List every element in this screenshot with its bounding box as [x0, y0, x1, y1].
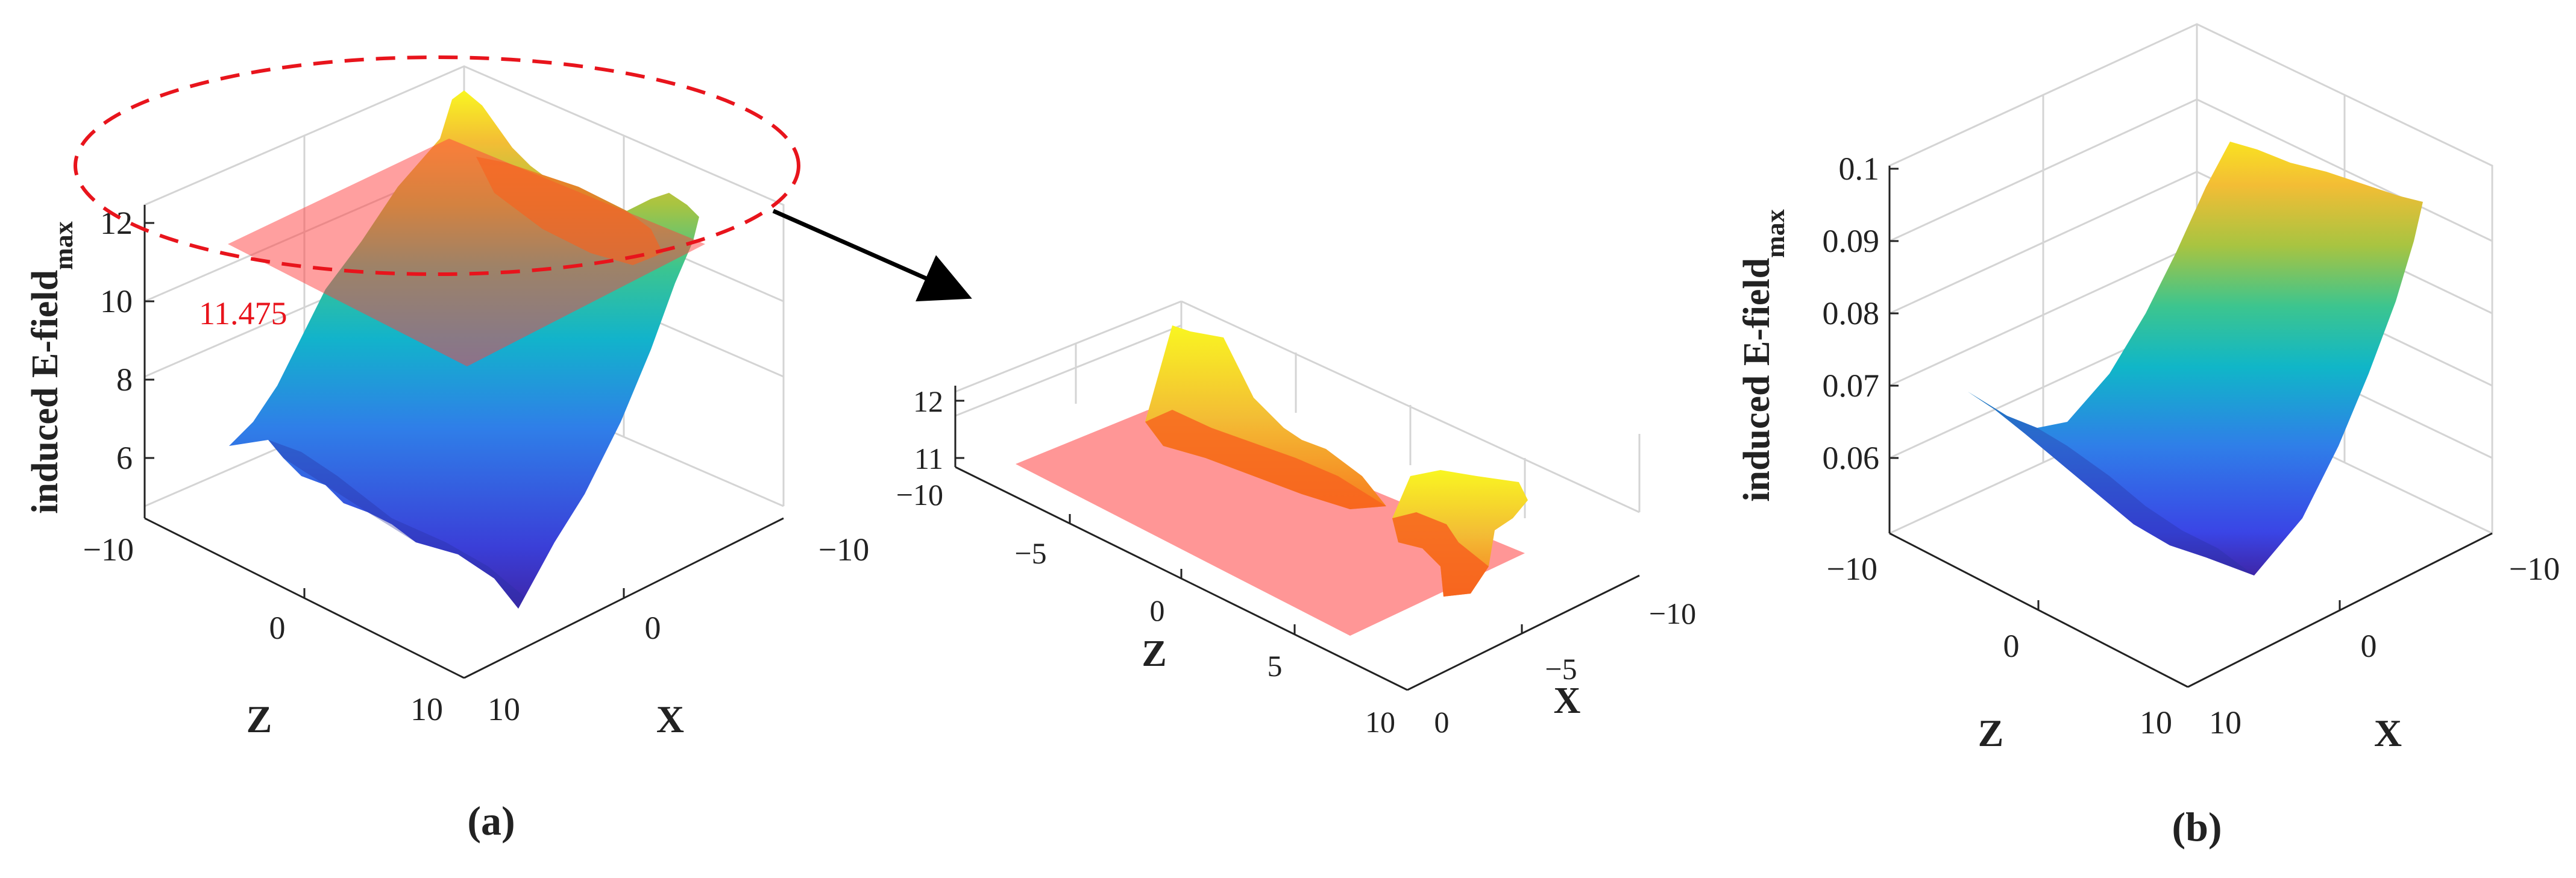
- panel-a-ticks: [145, 222, 625, 598]
- panel-a-vertical-axis-label: induced E-fieldmax: [25, 221, 78, 513]
- panel-a-z-axis-tick-labels: −10 0 10: [83, 532, 443, 727]
- panel-b-x-axis-label: X: [2374, 712, 2402, 754]
- panel-b-z-axis-label: Z: [1978, 712, 2004, 754]
- panel-b-z-axis-tick: 0: [2003, 628, 2020, 664]
- panel-a-vertical-axis-label-sub: max: [49, 221, 78, 270]
- panel-b-vertical-axis-label-sub: max: [1761, 209, 1790, 258]
- panel-a-x-axis-tick: −10: [818, 532, 869, 568]
- caption-a: (a): [467, 798, 515, 844]
- panel-inset-corner-tick: −10: [896, 478, 943, 512]
- panel-inset-zaxis-tick: 0: [1150, 594, 1165, 627]
- panel-a-x-axis-tick-labels: −10 0 10: [488, 532, 869, 727]
- panel-inset-surface-left-orange: [1145, 410, 1386, 509]
- panel-inset-z-tick: 11: [914, 442, 943, 475]
- panel-inset-zaxis-tick: 5: [1268, 649, 1283, 683]
- panel-inset-z-axis-label: Z: [1142, 633, 1166, 674]
- panel-a-axes: [143, 205, 784, 679]
- panel-b-surface-shading: [1968, 392, 2254, 575]
- panel-b-z-tick-labels: 0.06 0.07 0.08 0.09 0.1: [1823, 151, 1880, 476]
- panel-a-z-tick: 10: [100, 283, 133, 319]
- panel-inset-zaxis-tick: 10: [1365, 705, 1395, 739]
- panel-inset-surface-left: [1145, 325, 1386, 509]
- panel-b-z-tick: 0.09: [1823, 223, 1880, 259]
- panel-a-x-axis-tick: 10: [488, 691, 520, 727]
- zoom-arrow: [772, 209, 972, 302]
- panel-inset-xaxis-tick: −10: [1649, 597, 1696, 630]
- panel-a-z-tick: 6: [116, 440, 133, 476]
- panel-b-z-axis-tick: −10: [1827, 551, 1877, 587]
- panel-a-z-axis-tick: −10: [83, 532, 134, 568]
- panel-a: 6 8 10 12 −10 0 10 −10 0 10 Z X induced …: [25, 55, 972, 844]
- panel-inset-xaxis-tick: −5: [1545, 652, 1577, 686]
- panel-b-z-tick: 0.06: [1823, 440, 1880, 476]
- panel-a-surface-above-plane: [476, 157, 663, 265]
- panel-a-x-axis-label: X: [656, 698, 684, 741]
- panel-inset: 11 12 −10 −5 0 5 10 −10 −5 0 Z X: [896, 300, 1696, 739]
- panel-a-vertical-axis-label-main: induced E-field: [25, 270, 66, 514]
- panel-a-z-axis-tick: 0: [269, 610, 286, 646]
- panel-a-x-axis-tick: 0: [645, 610, 661, 646]
- panel-inset-z-tick: 12: [913, 384, 943, 418]
- panel-inset-grid: [955, 300, 1641, 518]
- panel-b-x-axis-tick: 10: [2209, 704, 2241, 741]
- panel-inset-xaxis-tick: 0: [1434, 705, 1450, 739]
- panel-b-axis-tick-labels: −10 0 10 −10 0 10: [1827, 551, 2560, 741]
- panel-b-z-tick: 0.08: [1823, 295, 1880, 331]
- panel-a-highlight-ellipse: [74, 55, 800, 276]
- panel-inset-surface-right-orange: [1392, 512, 1489, 597]
- panel-b-ticks: [1890, 168, 2341, 610]
- panel-b-x-axis-tick: −10: [2509, 551, 2560, 587]
- panel-a-surface-shading: [268, 440, 524, 609]
- panel-a-z-tick-labels: 6 8 10 12: [100, 205, 133, 476]
- panel-b-z-tick: 0.07: [1823, 368, 1880, 404]
- panel-b-surface: [1968, 142, 2423, 575]
- panel-inset-zaxis-tick: −5: [1014, 536, 1046, 570]
- panel-b-vertical-axis-label-main: induced E-field: [1736, 258, 1777, 502]
- panel-b: 0.06 0.07 0.08 0.09 0.1 −10 0 10 −10 0 1…: [1736, 23, 2560, 850]
- panel-b-z-axis-tick: 10: [2140, 704, 2172, 741]
- panel-b-z-tick: 0.1: [1839, 151, 1880, 187]
- panel-inset-surface-right: [1392, 470, 1528, 597]
- panel-b-axes: [1888, 166, 2493, 688]
- panel-inset-threshold-plane: [1016, 404, 1525, 636]
- panel-inset-tick-labels: 11 12 −10 −5 0 5 10 −10 −5 0: [896, 384, 1696, 739]
- panel-b-vertical-axis-label: induced E-fieldmax: [1736, 209, 1790, 501]
- panel-a-z-axis-label: Z: [247, 698, 272, 741]
- panel-inset-ticks: [955, 400, 1523, 634]
- panel-a-z-axis-tick: 10: [410, 691, 443, 727]
- panel-a-z-tick: 8: [116, 362, 133, 398]
- panel-inset-x-axis-label: X: [1554, 680, 1581, 721]
- panel-a-threshold-label: 11.475: [199, 295, 287, 331]
- caption-b: (b): [2172, 804, 2222, 850]
- panel-b-x-axis-tick: 0: [2361, 628, 2377, 664]
